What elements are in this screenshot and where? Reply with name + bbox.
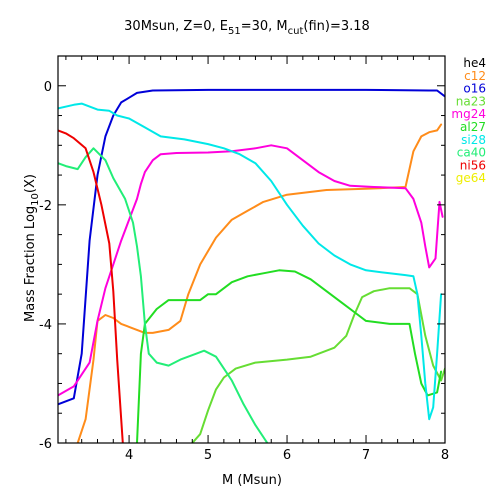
x-axis-label: M (Msun) [222, 473, 282, 488]
x-tick-label: 7 [362, 448, 370, 463]
series-layer [58, 88, 445, 443]
legend-entry-he4: he4 [463, 56, 486, 70]
y-tick-label: -6 [39, 437, 52, 452]
legend-entry-al27: al27 [460, 120, 486, 134]
plot-frame [57, 55, 446, 444]
y-tick-label: -4 [39, 318, 52, 333]
title-mid: =30, M [241, 19, 288, 34]
title-suffix: (fin)=3.18 [303, 19, 369, 34]
series-line-na23 [191, 287, 445, 443]
ylabel-subscript: 10 [30, 193, 41, 206]
chart-title: 30Msun, Z=0, E51=30, Mcut(fin)=3.18 [124, 19, 370, 37]
ylabel-suffix: (X) [23, 174, 38, 193]
y-tick-label: -2 [39, 199, 52, 214]
title-e-subscript: 51 [228, 26, 241, 37]
title-m-subscript: cut [288, 26, 304, 37]
legend-entry-ge64: ge64 [456, 171, 486, 185]
legend-entry-mg24: mg24 [451, 107, 486, 121]
y-tick-label: 0 [44, 80, 52, 95]
x-tick-label: 4 [125, 448, 133, 463]
title-prefix: 30Msun, Z=0, E [124, 19, 228, 34]
legend-entry-c12: c12 [464, 69, 486, 83]
series-line-o16 [58, 88, 445, 406]
x-tick-label: 6 [283, 448, 291, 463]
series-line-si28 [58, 102, 443, 421]
legend-entry-ca40: ca40 [457, 146, 486, 160]
series-line-c12 [76, 123, 443, 443]
ylabel-prefix: Mass Fraction Log [23, 206, 38, 322]
legend-entry-ni56: ni56 [460, 158, 486, 172]
legend-entry-si28: si28 [461, 133, 486, 147]
series-line-al27 [136, 269, 443, 443]
series-line-ca40 [58, 147, 269, 443]
legend-entry-na23: na23 [456, 94, 486, 108]
tick-layer: 4 5 6 7 8 0 -2 -4 -6 [39, 55, 449, 463]
x-tick-label: 8 [441, 448, 449, 463]
series-line-mg24 [58, 144, 444, 397]
legend-entry-o16: o16 [463, 82, 486, 96]
series-line-ni56 [58, 129, 124, 443]
y-axis-label: Mass Fraction Log10(X) [23, 174, 41, 322]
x-tick-label: 5 [204, 448, 212, 463]
